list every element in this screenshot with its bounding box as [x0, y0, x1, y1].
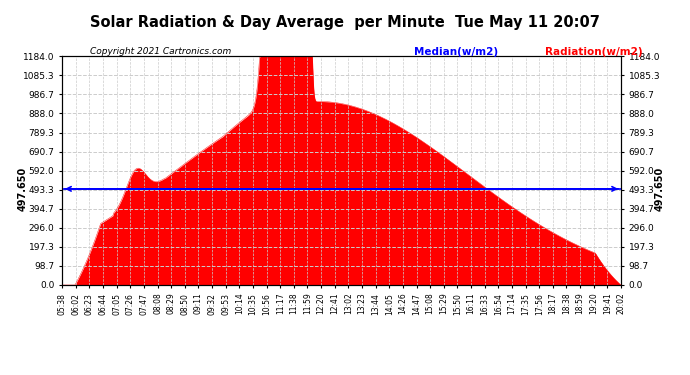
Text: Copyright 2021 Cartronics.com: Copyright 2021 Cartronics.com: [90, 47, 231, 56]
Text: Median(w/m2): Median(w/m2): [414, 47, 498, 57]
Text: Radiation(w/m2): Radiation(w/m2): [545, 47, 642, 57]
Text: 497.650: 497.650: [655, 167, 665, 211]
Text: Solar Radiation & Day Average  per Minute  Tue May 11 20:07: Solar Radiation & Day Average per Minute…: [90, 15, 600, 30]
Text: 497.650: 497.650: [18, 167, 28, 211]
